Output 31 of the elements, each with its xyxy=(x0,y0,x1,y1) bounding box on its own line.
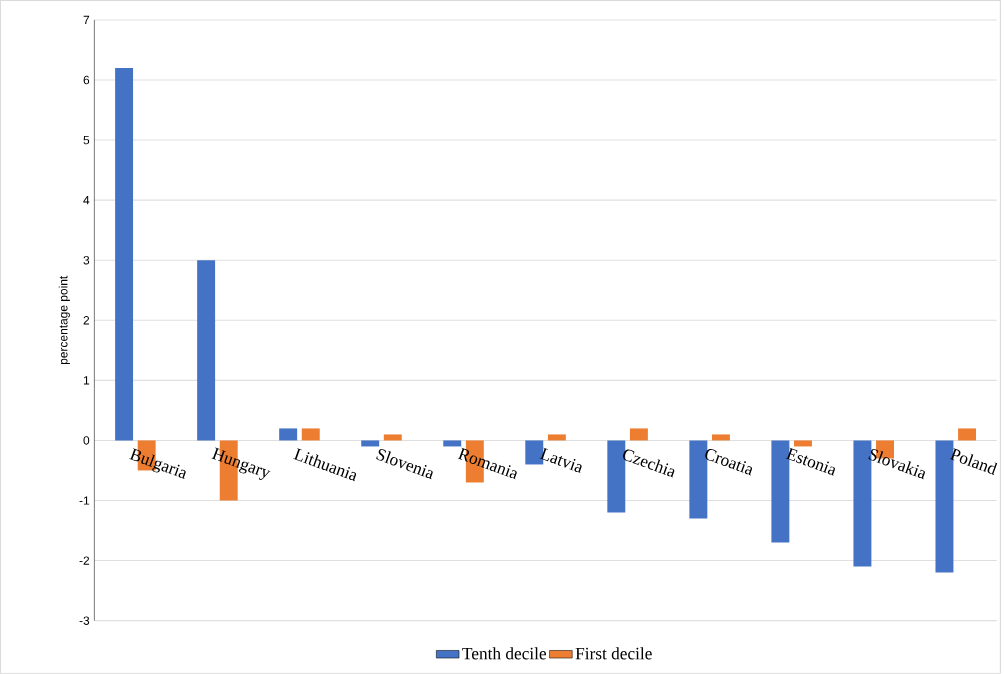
bar xyxy=(629,428,648,441)
bar xyxy=(547,434,566,441)
bar xyxy=(794,440,812,447)
bar xyxy=(711,434,730,441)
bar xyxy=(383,434,402,441)
y-axis-title: percentage point xyxy=(58,275,70,365)
y-tick-label: 5 xyxy=(83,136,90,145)
y-tick-label: -3 xyxy=(79,616,90,625)
legend-label: Tenth decile xyxy=(462,647,547,660)
bar xyxy=(958,428,977,441)
y-tick-label: 2 xyxy=(83,316,90,325)
x-tick-label: Croatia xyxy=(705,449,753,476)
bar xyxy=(115,68,134,441)
y-tick-label: 0 xyxy=(83,436,90,445)
y-tick-label: -1 xyxy=(79,496,90,505)
bar xyxy=(279,428,298,441)
x-tick-label: Estonia xyxy=(785,447,835,476)
y-tick-label: 1 xyxy=(83,376,90,385)
bar xyxy=(301,428,320,441)
bar xyxy=(443,440,462,447)
y-tick-label: 3 xyxy=(83,256,90,265)
bar xyxy=(361,440,380,447)
y-tick-label: 6 xyxy=(83,75,90,85)
bar xyxy=(197,260,216,441)
x-tick-label: Latvia xyxy=(539,447,582,474)
legend-label: First decile xyxy=(575,647,652,660)
y-tick-label: 7 xyxy=(83,15,90,25)
x-tick-label: Czechia xyxy=(623,449,675,478)
y-tick-label: -2 xyxy=(79,556,90,565)
y-tick-label: 4 xyxy=(83,196,90,205)
x-tick-label: Poland xyxy=(949,448,998,476)
